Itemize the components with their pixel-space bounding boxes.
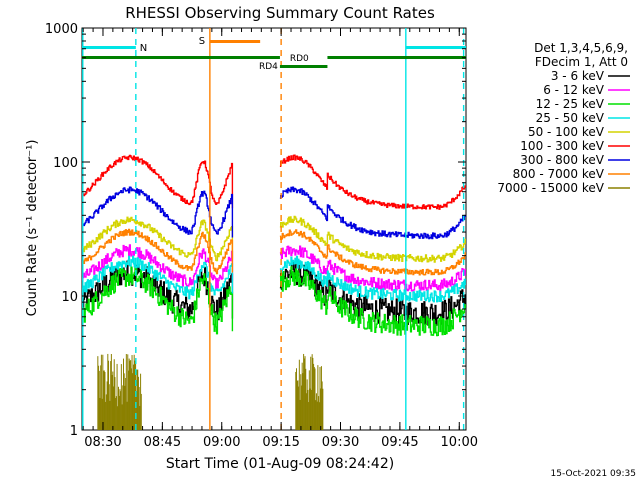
y-axis: 1 10 100 1000	[45, 22, 466, 439]
series-line	[279, 215, 466, 263]
saa-flag-bar	[82, 46, 136, 49]
footer-timestamp: 15-Oct-2021 09:35	[551, 469, 636, 479]
decimation-flag-bar	[82, 56, 280, 59]
series-line	[82, 255, 234, 300]
legend-header: Det 1,3,4,5,6,9,	[534, 41, 628, 55]
y-axis-label: Count Rate (s⁻¹ detector⁻¹)	[25, 140, 40, 317]
series-line	[82, 266, 234, 335]
legend-entry: 100 - 300 keV	[520, 139, 604, 153]
decimation-flag-bar	[279, 65, 328, 68]
x-axis-label: Start Time (01-Aug-09 08:24:42)	[166, 456, 394, 472]
saa-flag-bar	[405, 46, 466, 49]
y-tick-label: 1000	[45, 22, 78, 37]
series-line	[82, 154, 234, 209]
legend-entry: 12 - 25 keV	[536, 97, 605, 111]
plot-frame	[81, 27, 467, 431]
series-line	[279, 154, 466, 210]
x-tick-label: 08:30	[84, 435, 121, 450]
x-tick-label: 09:15	[262, 435, 299, 450]
series-line	[279, 186, 466, 240]
legend-entry: 800 - 7000 keV	[513, 167, 605, 181]
plot-area: N S RD4 RD0	[81, 27, 467, 431]
flare-flag-label: S	[199, 36, 205, 47]
saa-flag-label: N	[140, 43, 147, 54]
decimation-label-rd4: RD4	[259, 62, 278, 72]
x-tick-label: 10:00	[441, 435, 478, 450]
series-line	[82, 216, 234, 262]
x-tick-label: 09:00	[203, 435, 240, 450]
x-axis: 08:30 08:45 09:00 09:15 09:30 09:45 10:00	[82, 28, 478, 450]
chart-title: RHESSI Observing Summary Count Rates	[125, 4, 435, 22]
series-line	[82, 228, 234, 275]
y-tick-label: 100	[53, 156, 78, 171]
legend-entry: 6 - 12 keV	[543, 83, 605, 97]
legend-entry: 7000 - 15000 keV	[497, 181, 604, 195]
y-tick-label: 1	[70, 424, 78, 439]
flare-flag-bar	[209, 40, 261, 43]
x-tick-label: 09:45	[381, 435, 418, 450]
legend-entry: 300 - 800 keV	[520, 153, 604, 167]
series-line	[279, 266, 466, 337]
x-tick-label: 08:45	[144, 435, 181, 450]
legend-entry: 3 - 6 keV	[551, 69, 605, 83]
legend-entry: 25 - 50 keV	[536, 111, 605, 125]
y-tick-label: 10	[61, 290, 78, 305]
series-line	[82, 244, 234, 291]
decimation-label-rd0: RD0	[290, 54, 309, 64]
legend: Det 1,3,4,5,6,9,FDecim 1, Att 03 - 6 keV…	[497, 41, 630, 195]
x-tick-label: 09:30	[322, 435, 359, 450]
decimation-flag-bar	[327, 56, 466, 59]
burst-series	[97, 353, 324, 430]
legend-entry: 50 - 100 keV	[528, 125, 605, 139]
series-line	[82, 186, 234, 238]
legend-header: FDecim 1, Att 0	[535, 55, 628, 69]
series-line	[279, 229, 466, 276]
series-line	[279, 245, 466, 292]
series-line	[279, 255, 466, 303]
